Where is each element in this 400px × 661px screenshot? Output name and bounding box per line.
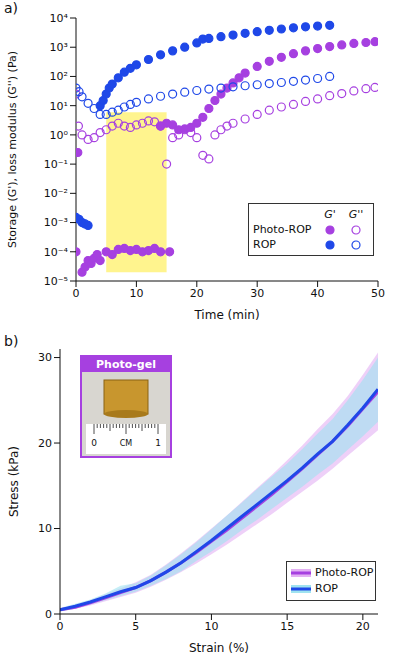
svg-text:Storage (G'), loss modulus (G': Storage (G'), loss modulus (G'') (Pa) (6, 51, 19, 248)
svg-text:20: 20 (190, 287, 204, 300)
svg-text:50: 50 (371, 287, 385, 300)
svg-text:Strain (%): Strain (%) (189, 641, 249, 655)
svg-text:0: 0 (45, 608, 52, 621)
html-text:b): b) (4, 333, 19, 349)
svg-text:10⁻²: 10⁻² (44, 187, 68, 200)
html-text:ROP: ROP (315, 582, 338, 595)
svg-text:1: 1 (155, 438, 161, 448)
svg-text:10⁰: 10⁰ (50, 129, 69, 142)
svg-text:10⁴: 10⁴ (50, 12, 69, 25)
html-text:Photo-ROP: Photo-ROP (315, 566, 374, 579)
svg-text:5: 5 (132, 620, 139, 633)
svg-text:10: 10 (204, 620, 218, 633)
svg-text:10⁻¹: 10⁻¹ (44, 158, 68, 171)
svg-text:20: 20 (356, 620, 370, 633)
svg-text:30: 30 (250, 287, 264, 300)
html-text:ROP: ROP (253, 238, 276, 251)
svg-text:20: 20 (38, 437, 52, 450)
svg-text:CM: CM (120, 439, 133, 448)
html-text:a): a) (4, 0, 18, 16)
svg-text:10⁻⁵: 10⁻⁵ (44, 275, 68, 288)
svg-text:30: 30 (38, 351, 52, 364)
svg-text:Stress (kPa): Stress (kPa) (7, 446, 21, 517)
svg-text:Time (min): Time (min) (193, 308, 259, 322)
svg-text:0: 0 (73, 287, 80, 300)
html-text:Photo-ROP: Photo-ROP (253, 223, 312, 236)
html-text:Photo-gel: Photo-gel (96, 358, 156, 371)
svg-text:40: 40 (311, 287, 325, 300)
svg-text:15: 15 (280, 620, 294, 633)
svg-text:10²: 10² (50, 70, 68, 83)
svg-text:0: 0 (57, 620, 64, 633)
svg-text:10¹: 10¹ (50, 100, 68, 113)
svg-text:10⁻³: 10⁻³ (44, 216, 68, 229)
svg-text:10: 10 (129, 287, 143, 300)
svg-text:0: 0 (91, 438, 97, 448)
svg-text:10⁻⁴: 10⁻⁴ (44, 246, 69, 259)
html-text:G'': G'' (348, 208, 364, 221)
html-text:G': G' (324, 208, 336, 221)
svg-text:10³: 10³ (50, 41, 68, 54)
svg-text:10: 10 (38, 522, 52, 535)
